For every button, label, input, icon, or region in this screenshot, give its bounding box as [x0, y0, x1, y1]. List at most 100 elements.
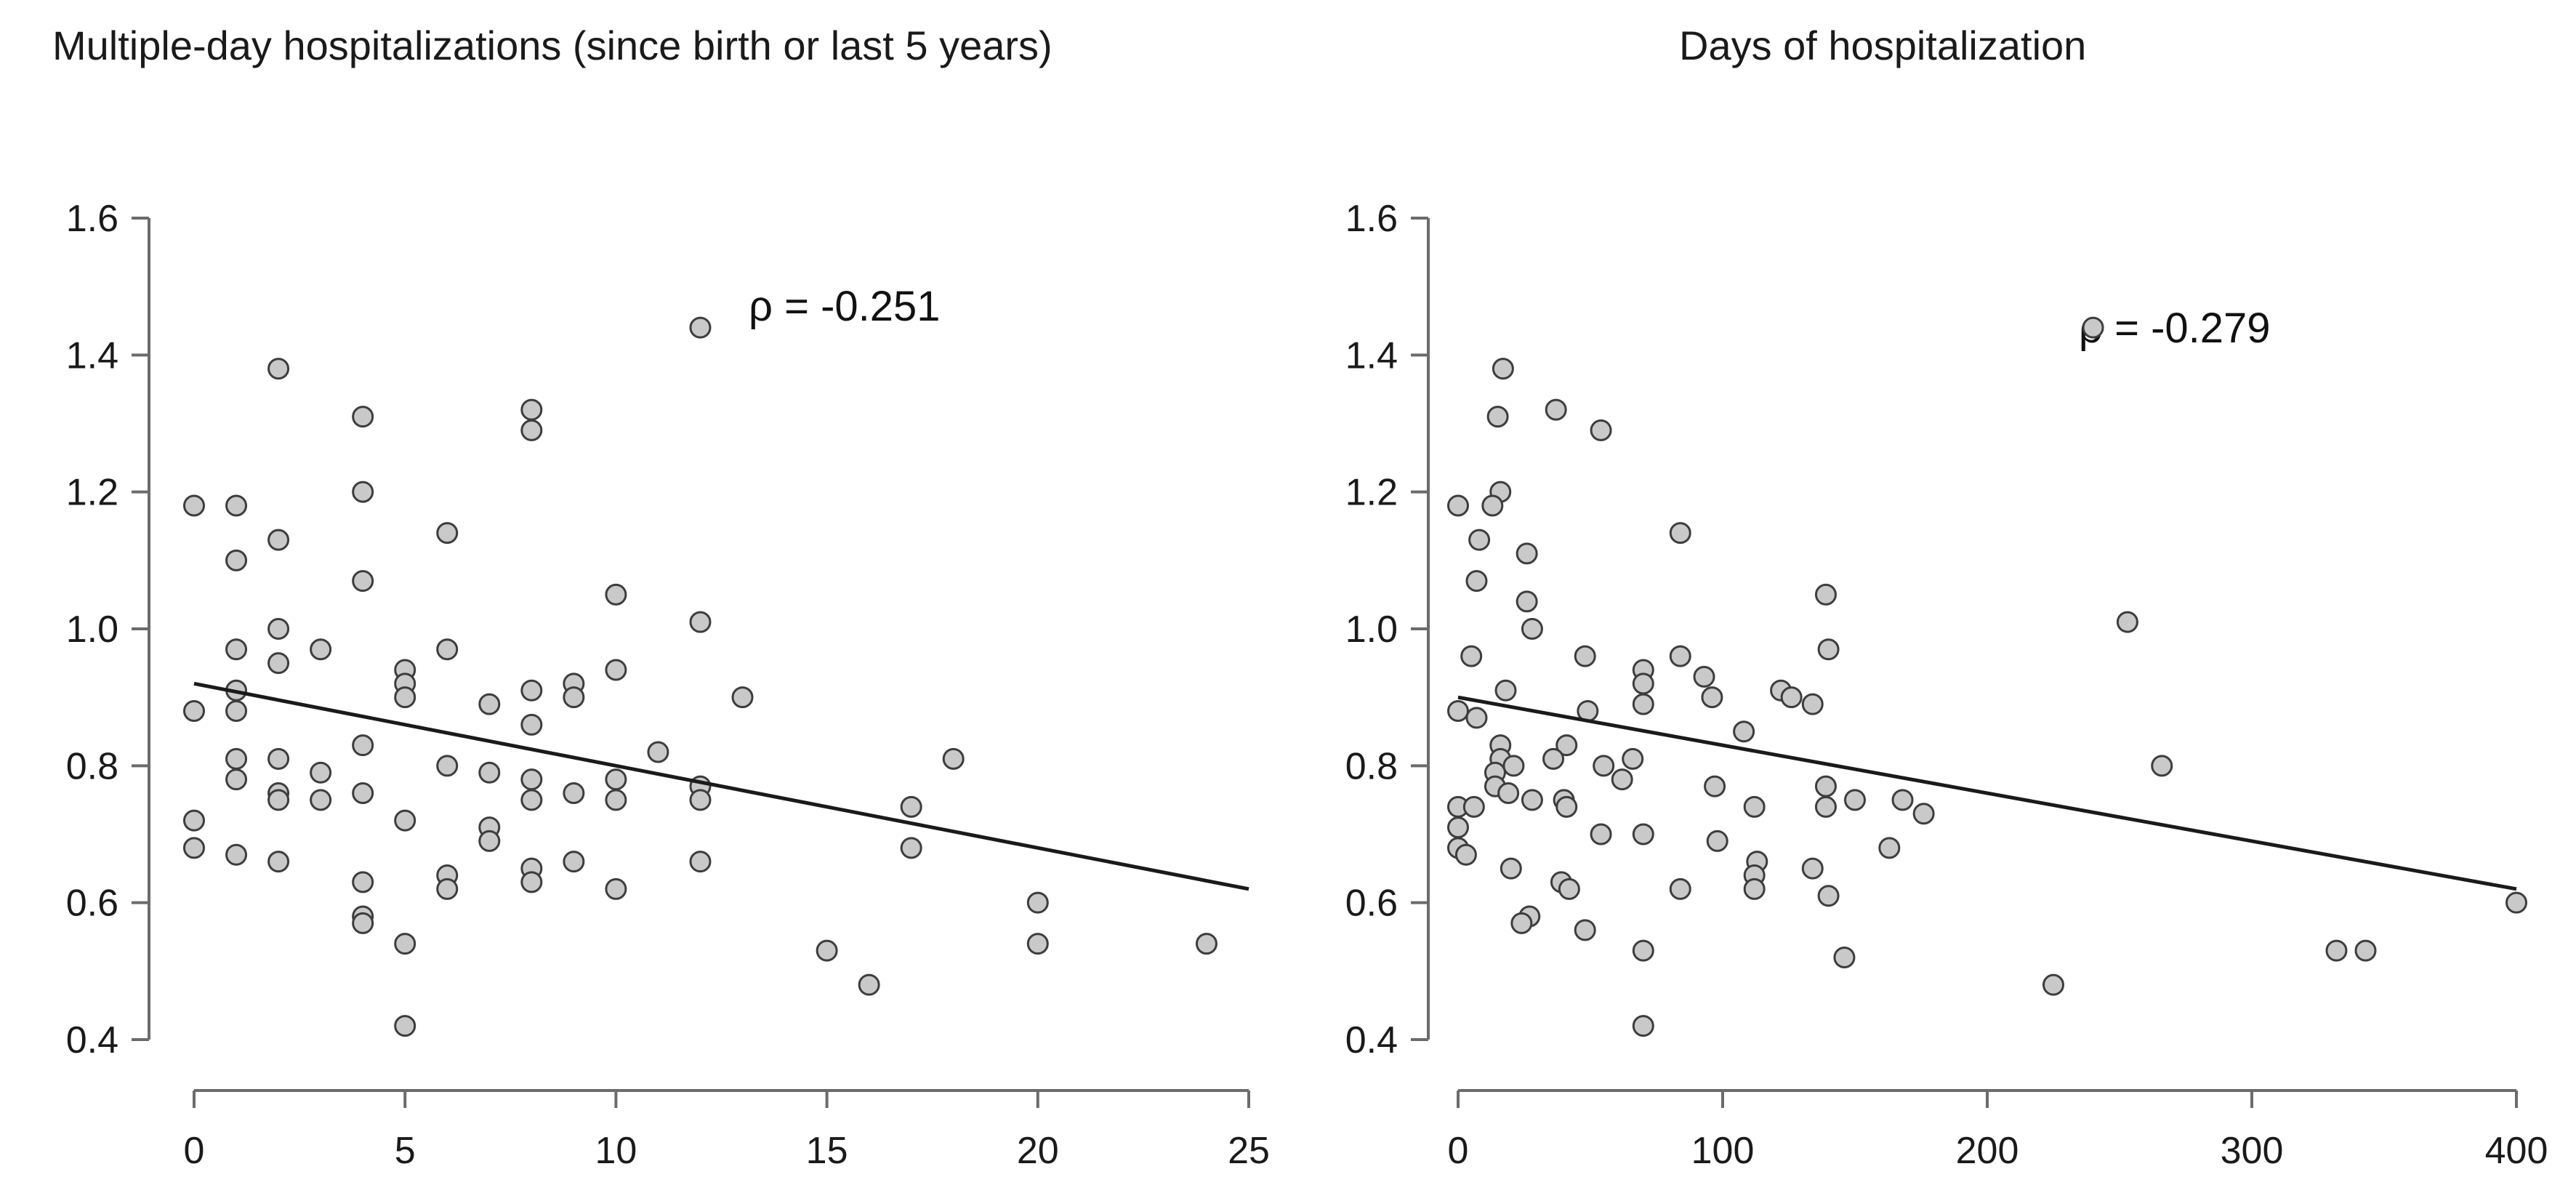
data-point — [900, 795, 922, 818]
data-point — [1844, 789, 1866, 811]
data-point — [563, 851, 585, 873]
data-point — [2116, 611, 2138, 633]
data-point — [310, 789, 332, 811]
data-point — [436, 638, 459, 661]
data-point — [1743, 877, 1766, 900]
data-point — [225, 549, 248, 571]
data-point — [1593, 755, 1615, 777]
x-tick-label: 20 — [1017, 1130, 1059, 1172]
data-point — [1521, 618, 1543, 640]
data-point — [520, 679, 543, 702]
data-point — [267, 529, 290, 551]
data-point — [689, 611, 712, 633]
data-point — [1447, 816, 1469, 839]
data-point — [1500, 857, 1522, 880]
data-point — [858, 973, 880, 996]
data-point — [352, 481, 374, 503]
data-point — [1468, 529, 1491, 551]
x-tick-label: 10 — [595, 1130, 637, 1172]
x-tick-label: 100 — [1691, 1130, 1755, 1172]
y-tick-label: 1.2 — [1345, 472, 1398, 514]
data-point — [1497, 782, 1520, 804]
data-point — [816, 939, 838, 962]
data-point — [1447, 700, 1469, 722]
data-point — [2354, 939, 2377, 962]
data-point — [1833, 947, 1856, 968]
data-point — [731, 686, 754, 709]
data-point — [1195, 933, 1217, 955]
data-point — [1706, 830, 1728, 852]
data-point — [1814, 775, 1837, 798]
data-point — [394, 686, 416, 709]
regression-line — [1457, 695, 2517, 891]
x-tick-label: 0 — [184, 1130, 205, 1172]
y-tick-label: 0.8 — [66, 745, 118, 787]
data-point — [1669, 645, 1691, 667]
data-point — [1454, 843, 1477, 866]
data-point — [2082, 316, 2104, 339]
data-point — [436, 877, 459, 900]
data-point — [520, 768, 543, 791]
data-point — [394, 933, 416, 955]
data-point — [1801, 693, 1824, 715]
data-point — [267, 652, 290, 675]
x-tick-label: 0 — [1448, 1130, 1469, 1172]
data-point — [1733, 720, 1755, 743]
y-tick-label: 0.8 — [1345, 745, 1398, 787]
y-tick-label: 0.4 — [1345, 1019, 1398, 1061]
data-point — [225, 768, 248, 791]
data-point — [1611, 768, 1633, 791]
data-point — [225, 700, 248, 722]
y-tick-label: 1.6 — [1345, 198, 1398, 240]
y-tick-label: 1.4 — [66, 334, 118, 377]
regression-line — [193, 681, 1249, 891]
y-tick-label: 1.4 — [1345, 334, 1398, 377]
data-point — [1510, 912, 1533, 934]
y-tick-label: 1.0 — [66, 608, 118, 651]
data-point — [563, 686, 585, 709]
data-point — [1704, 775, 1726, 798]
left-rho-annotation: ρ = -0.251 — [749, 283, 941, 330]
y-tick-label: 1.6 — [66, 198, 118, 240]
y-tick-label: 0.6 — [66, 883, 118, 925]
data-point — [1542, 747, 1565, 770]
data-point — [1801, 857, 1824, 880]
data-point — [1447, 494, 1469, 517]
data-point — [1574, 645, 1596, 667]
data-point — [267, 851, 290, 873]
data-point — [1555, 734, 1578, 757]
data-point — [520, 419, 543, 441]
data-point — [520, 713, 543, 736]
data-point — [1590, 823, 1612, 845]
data-point — [689, 316, 712, 339]
x-tick-label: 200 — [1956, 1130, 2019, 1172]
data-point — [1558, 877, 1580, 900]
data-point — [1912, 803, 1935, 825]
data-point — [478, 761, 501, 784]
data-point — [1878, 837, 1901, 859]
data-point — [183, 494, 205, 517]
data-point — [1632, 693, 1654, 715]
data-point — [647, 741, 669, 763]
data-point — [394, 1015, 416, 1037]
data-point — [1669, 522, 1691, 545]
data-point — [1743, 795, 1766, 818]
data-point — [1590, 419, 1612, 441]
data-point — [1516, 542, 1538, 565]
y-tick-label: 0.6 — [1345, 883, 1398, 925]
data-point — [520, 789, 543, 811]
data-point — [1481, 494, 1504, 517]
data-point — [1516, 590, 1538, 613]
data-point — [1817, 885, 1840, 907]
data-point — [352, 734, 374, 757]
data-point — [267, 358, 290, 380]
data-point — [1814, 795, 1837, 818]
data-point — [1632, 672, 1654, 695]
data-point — [225, 638, 248, 661]
y-tick-label: 1.0 — [1345, 608, 1398, 651]
data-point — [436, 522, 459, 545]
y-tick-label: 0.4 — [66, 1019, 118, 1061]
data-point — [1632, 823, 1654, 845]
data-point — [352, 871, 374, 893]
data-point — [436, 755, 459, 777]
